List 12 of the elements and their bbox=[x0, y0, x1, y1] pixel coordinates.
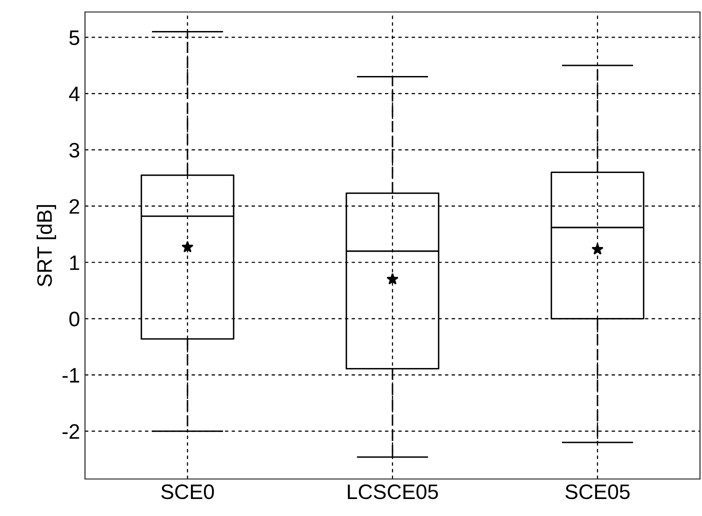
y-tick-label: 2 bbox=[70, 199, 80, 214]
y-tick-label: 5 bbox=[69, 30, 80, 46]
y-tick-label: -1 bbox=[62, 368, 80, 382]
x-tick-label: LCSCE05 bbox=[348, 484, 438, 500]
x-tick-label: SCE0 bbox=[161, 484, 214, 500]
x-tick-label: SCE05 bbox=[565, 484, 630, 500]
y-tick-label: 0 bbox=[69, 312, 80, 326]
y-tick-label: 3 bbox=[69, 142, 80, 158]
y-tick-label: 4 bbox=[69, 86, 80, 102]
y-axis-title: SRT [dB] bbox=[36, 205, 56, 286]
y-tick-label: 1 bbox=[70, 256, 80, 270]
y-tick-label: -2 bbox=[62, 424, 80, 439]
